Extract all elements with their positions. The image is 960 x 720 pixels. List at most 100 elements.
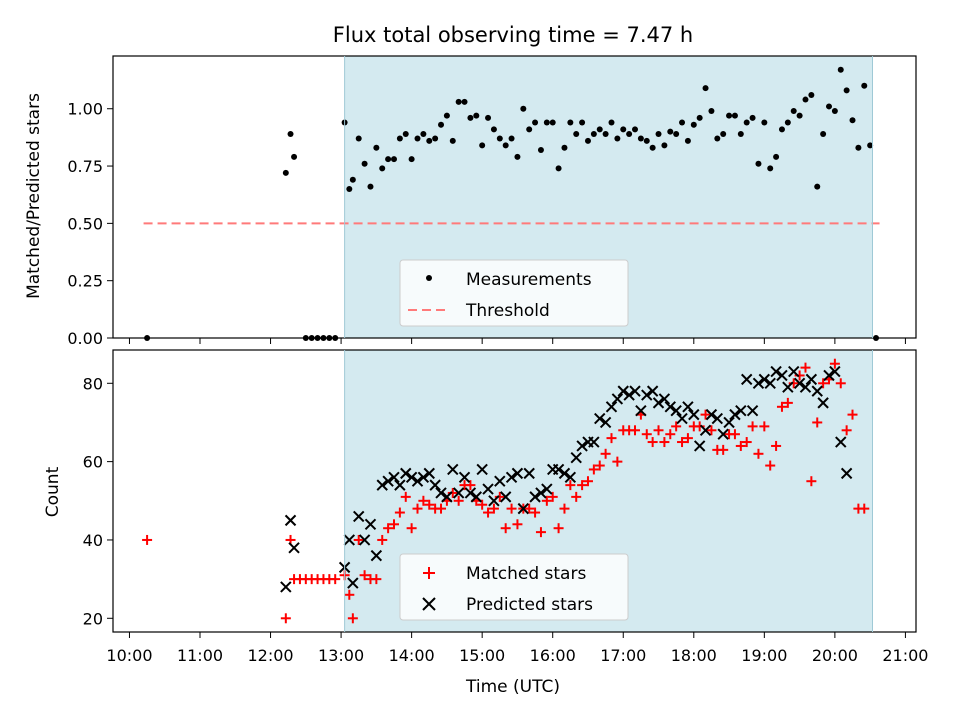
matched-stars-point: [406, 523, 417, 534]
matched-stars-point: [677, 437, 688, 448]
measurement-point: [743, 119, 750, 126]
predicted-stars-point: [635, 405, 647, 417]
predicted-stars-point: [343, 534, 356, 546]
predicted-stars-point: [353, 510, 365, 523]
matched-stars-point: [671, 421, 682, 432]
matched-stars-point: [835, 378, 846, 389]
measurement-point: [555, 165, 562, 172]
x-tick-label: 20:00: [812, 646, 858, 665]
x-tick-label: 14:00: [389, 646, 435, 665]
y-tick-label: 80: [83, 374, 103, 393]
measurement-point: [526, 126, 533, 133]
matched-stars-point: [847, 409, 858, 420]
matched-stars-point: [582, 476, 593, 487]
predicted-stars-point: [658, 393, 671, 405]
measurement-point: [438, 121, 445, 128]
measurement-point: [602, 130, 609, 137]
predicted-stars-point: [729, 408, 741, 421]
predicted-stars-point: [482, 483, 494, 495]
y-tick-label: 60: [83, 453, 103, 472]
measurement-point: [567, 119, 574, 126]
predicted-stars-point: [464, 487, 477, 499]
measurement-point: [367, 183, 374, 190]
measurement-point: [684, 137, 691, 144]
predicted-stars-point: [541, 483, 553, 495]
matched-stars-point: [653, 425, 664, 436]
predicted-stars-point: [382, 475, 394, 487]
legend-label: Threshold: [465, 301, 550, 321]
y-tick-label: 0.50: [67, 214, 103, 233]
matched-stars-point: [553, 523, 564, 534]
predicted-stars-point: [735, 405, 747, 417]
matched-stars-point: [829, 358, 840, 369]
x-tick-label: 15:00: [459, 646, 505, 665]
predicted-stars-point: [370, 549, 383, 562]
measurement-point: [696, 114, 703, 121]
measurement-point: [443, 112, 450, 119]
matched-stars-point: [594, 460, 605, 471]
predicted-stars-point: [517, 502, 530, 515]
matched-stars-point: [577, 480, 588, 491]
top-plot-frame: [112, 55, 917, 339]
matched-stars-point: [859, 503, 870, 514]
predicted-stars-point: [394, 479, 406, 491]
matched-stars-point: [483, 507, 494, 518]
matched-stars-point: [547, 491, 558, 502]
predicted-stars-point: [782, 381, 794, 393]
matched-stars-point: [383, 523, 394, 534]
measurement-point: [379, 165, 386, 172]
predicted-stars-point: [688, 408, 700, 421]
measurement-point: [520, 105, 527, 112]
predicted-stars-point: [588, 436, 600, 448]
predicted-stars-point: [770, 365, 782, 378]
predicted-stars-point: [840, 467, 853, 480]
measurement-point: [825, 103, 832, 110]
predicted-stars-point: [594, 412, 606, 425]
measurement-point: [761, 119, 768, 126]
predicted-stars-point: [723, 416, 735, 429]
legend-label: Measurements: [466, 270, 592, 290]
matched-stars-point: [630, 425, 641, 436]
measurement-point: [502, 142, 509, 149]
predicted-stars-point: [776, 369, 788, 382]
measurement-point: [637, 135, 644, 142]
matched-stars-point: [718, 444, 729, 455]
predicted-stars-point: [599, 416, 612, 429]
measurement-point: [620, 126, 627, 133]
predicted-stars-point: [835, 436, 847, 448]
matched-stars-point: [418, 495, 429, 506]
matched-stars-point: [641, 429, 652, 440]
matched-stars-point: [659, 437, 670, 448]
measurement-point: [714, 135, 721, 142]
measurement-point: [561, 144, 568, 151]
measurement-point: [432, 135, 439, 142]
predicted-stars-point: [705, 408, 718, 421]
measurement-point: [485, 114, 492, 121]
x-tick-label: 12:00: [247, 646, 293, 665]
matched-stars-point: [524, 503, 535, 514]
predicted-stars-point: [447, 463, 459, 476]
measurement-point: [655, 130, 662, 137]
predicted-stars-point: [752, 377, 765, 389]
measurement-point: [737, 130, 744, 137]
matched-stars-point: [565, 480, 576, 491]
predicted-stars-point: [552, 463, 565, 476]
measurement-point: [767, 165, 774, 172]
chart-title: Flux total observing time = 7.47 h: [333, 23, 693, 47]
predicted-stars-point: [488, 495, 500, 507]
predicted-stars-point: [670, 405, 682, 417]
matched-stars-point: [465, 480, 476, 491]
measurement-point: [796, 112, 803, 119]
predicted-stars-point: [811, 385, 823, 397]
predicted-stars-point: [799, 381, 812, 393]
predicted-stars-point: [364, 518, 377, 530]
predicted-stars-point: [823, 369, 835, 382]
matched-stars-point: [371, 574, 382, 585]
measurement-point: [820, 130, 827, 137]
predicted-stars-point: [535, 487, 547, 499]
measurement-point: [455, 98, 462, 105]
x-tick-label: 13:00: [318, 646, 364, 665]
predicted-stars-point: [652, 397, 665, 409]
matched-stars-point: [735, 440, 746, 451]
